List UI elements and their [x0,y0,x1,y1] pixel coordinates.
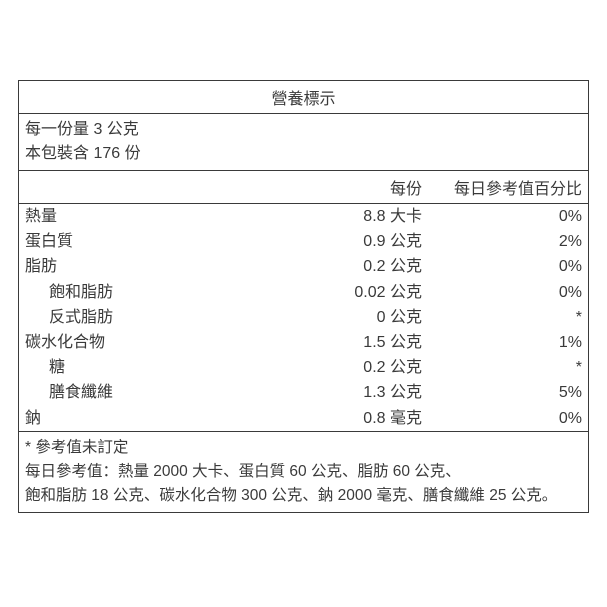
nutrition-row: 膳食纖維1.3 公克5% [19,380,588,405]
nutrient-daily-value: * [422,306,582,329]
nutrient-name: 蛋白質 [25,230,272,253]
nutrient-name: 碳水化合物 [25,331,272,354]
footer-notes: * 參考值未訂定 每日參考值：熱量 2000 大卡、蛋白質 60 公克、脂肪 6… [19,432,588,512]
nutrient-amount: 1.3 公克 [272,381,422,404]
daily-values-line1: 每日參考值：熱量 2000 大卡、蛋白質 60 公克、脂肪 60 公克、 [25,460,582,484]
nutrient-name: 反式脂肪 [25,306,272,329]
nutrition-row: 反式脂肪0 公克* [19,305,588,330]
nutrition-row: 蛋白質0.9 公克2% [19,229,588,254]
nutrient-amount: 8.8 大卡 [272,205,422,228]
nutrient-amount: 0.2 公克 [272,255,422,278]
header-name [25,175,272,199]
nutrient-daily-value: * [422,356,582,379]
nutrient-name: 膳食纖維 [25,381,272,404]
nutrition-row: 飽和脂肪0.02 公克0% [19,280,588,305]
nutrition-rows: 熱量8.8 大卡0%蛋白質0.9 公克2%脂肪0.2 公克0%飽和脂肪0.02 … [19,204,588,432]
nutrient-daily-value: 0% [422,205,582,228]
nutrient-daily-value: 2% [422,230,582,253]
footnote-asterisk: * 參考值未訂定 [25,436,582,460]
nutrient-name: 脂肪 [25,255,272,278]
nutrition-row: 熱量8.8 大卡0% [19,204,588,229]
nutrient-name: 熱量 [25,205,272,228]
nutrient-name: 糖 [25,356,272,379]
nutrient-name: 飽和脂肪 [25,281,272,304]
nutrition-row: 糖0.2 公克* [19,355,588,380]
nutrition-row: 鈉0.8 毫克0% [19,406,588,431]
serving-info: 每一份量 3 公克 本包裝含 176 份 [19,114,588,171]
nutrient-daily-value: 5% [422,381,582,404]
column-headers: 每份 每日參考值百分比 [19,171,588,204]
servings-per-package: 本包裝含 176 份 [25,142,582,166]
nutrient-amount: 0.2 公克 [272,356,422,379]
nutrition-row: 碳水化合物1.5 公克1% [19,330,588,355]
nutrient-amount: 1.5 公克 [272,331,422,354]
table-title: 營養標示 [19,81,588,114]
nutrient-daily-value: 0% [422,281,582,304]
nutrient-amount: 0 公克 [272,306,422,329]
nutrient-daily-value: 1% [422,331,582,354]
nutrition-row: 脂肪0.2 公克0% [19,254,588,279]
nutrient-daily-value: 0% [422,407,582,430]
nutrient-name: 鈉 [25,407,272,430]
header-daily-value: 每日參考值百分比 [422,175,582,199]
serving-size: 每一份量 3 公克 [25,118,582,142]
daily-values-line2: 飽和脂肪 18 公克、碳水化合物 300 公克、鈉 2000 毫克、膳食纖維 2… [25,484,582,508]
nutrition-facts-table: 營養標示 每一份量 3 公克 本包裝含 176 份 每份 每日參考值百分比 熱量… [18,80,589,513]
nutrient-amount: 0.8 毫克 [272,407,422,430]
nutrient-amount: 0.9 公克 [272,230,422,253]
header-per-serving: 每份 [272,175,422,199]
nutrient-amount: 0.02 公克 [272,281,422,304]
nutrient-daily-value: 0% [422,255,582,278]
